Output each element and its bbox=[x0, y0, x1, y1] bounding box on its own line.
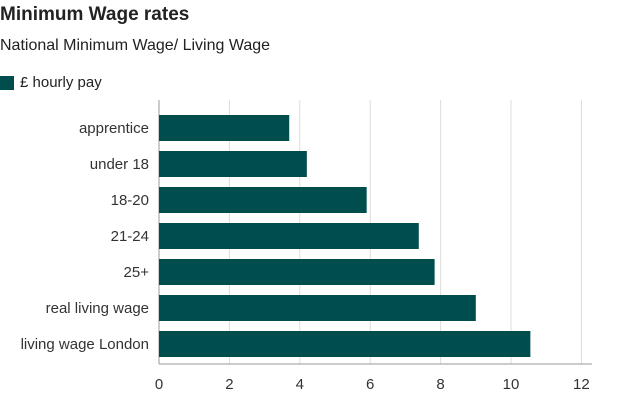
legend-label: £ hourly pay bbox=[20, 74, 102, 91]
x-tick-label: 12 bbox=[573, 376, 590, 393]
bar bbox=[159, 223, 419, 249]
x-tick-label: 6 bbox=[366, 376, 374, 393]
bar bbox=[159, 259, 435, 285]
category-label: 21-24 bbox=[111, 228, 149, 245]
chart-title: Minimum Wage rates bbox=[0, 4, 190, 25]
bar bbox=[159, 115, 290, 141]
x-tick-label: 2 bbox=[225, 376, 233, 393]
category-label: 25+ bbox=[124, 264, 150, 281]
bar bbox=[159, 295, 476, 321]
legend-swatch bbox=[0, 75, 14, 90]
x-tick-label: 8 bbox=[436, 376, 444, 393]
bar bbox=[159, 331, 531, 357]
category-label: 18-20 bbox=[111, 192, 149, 209]
category-label: under 18 bbox=[90, 156, 149, 173]
category-label: living wage London bbox=[21, 336, 149, 353]
x-tick-label: 10 bbox=[503, 376, 520, 393]
x-tick-label: 0 bbox=[155, 376, 163, 393]
category-label: real living wage bbox=[46, 300, 149, 317]
bar bbox=[159, 187, 367, 213]
bar bbox=[159, 151, 307, 177]
legend: £ hourly pay bbox=[0, 74, 102, 91]
category-label: apprentice bbox=[79, 120, 149, 137]
x-tick-label: 4 bbox=[296, 376, 304, 393]
chart-subtitle: National Minimum Wage/ Living Wage bbox=[0, 37, 271, 54]
